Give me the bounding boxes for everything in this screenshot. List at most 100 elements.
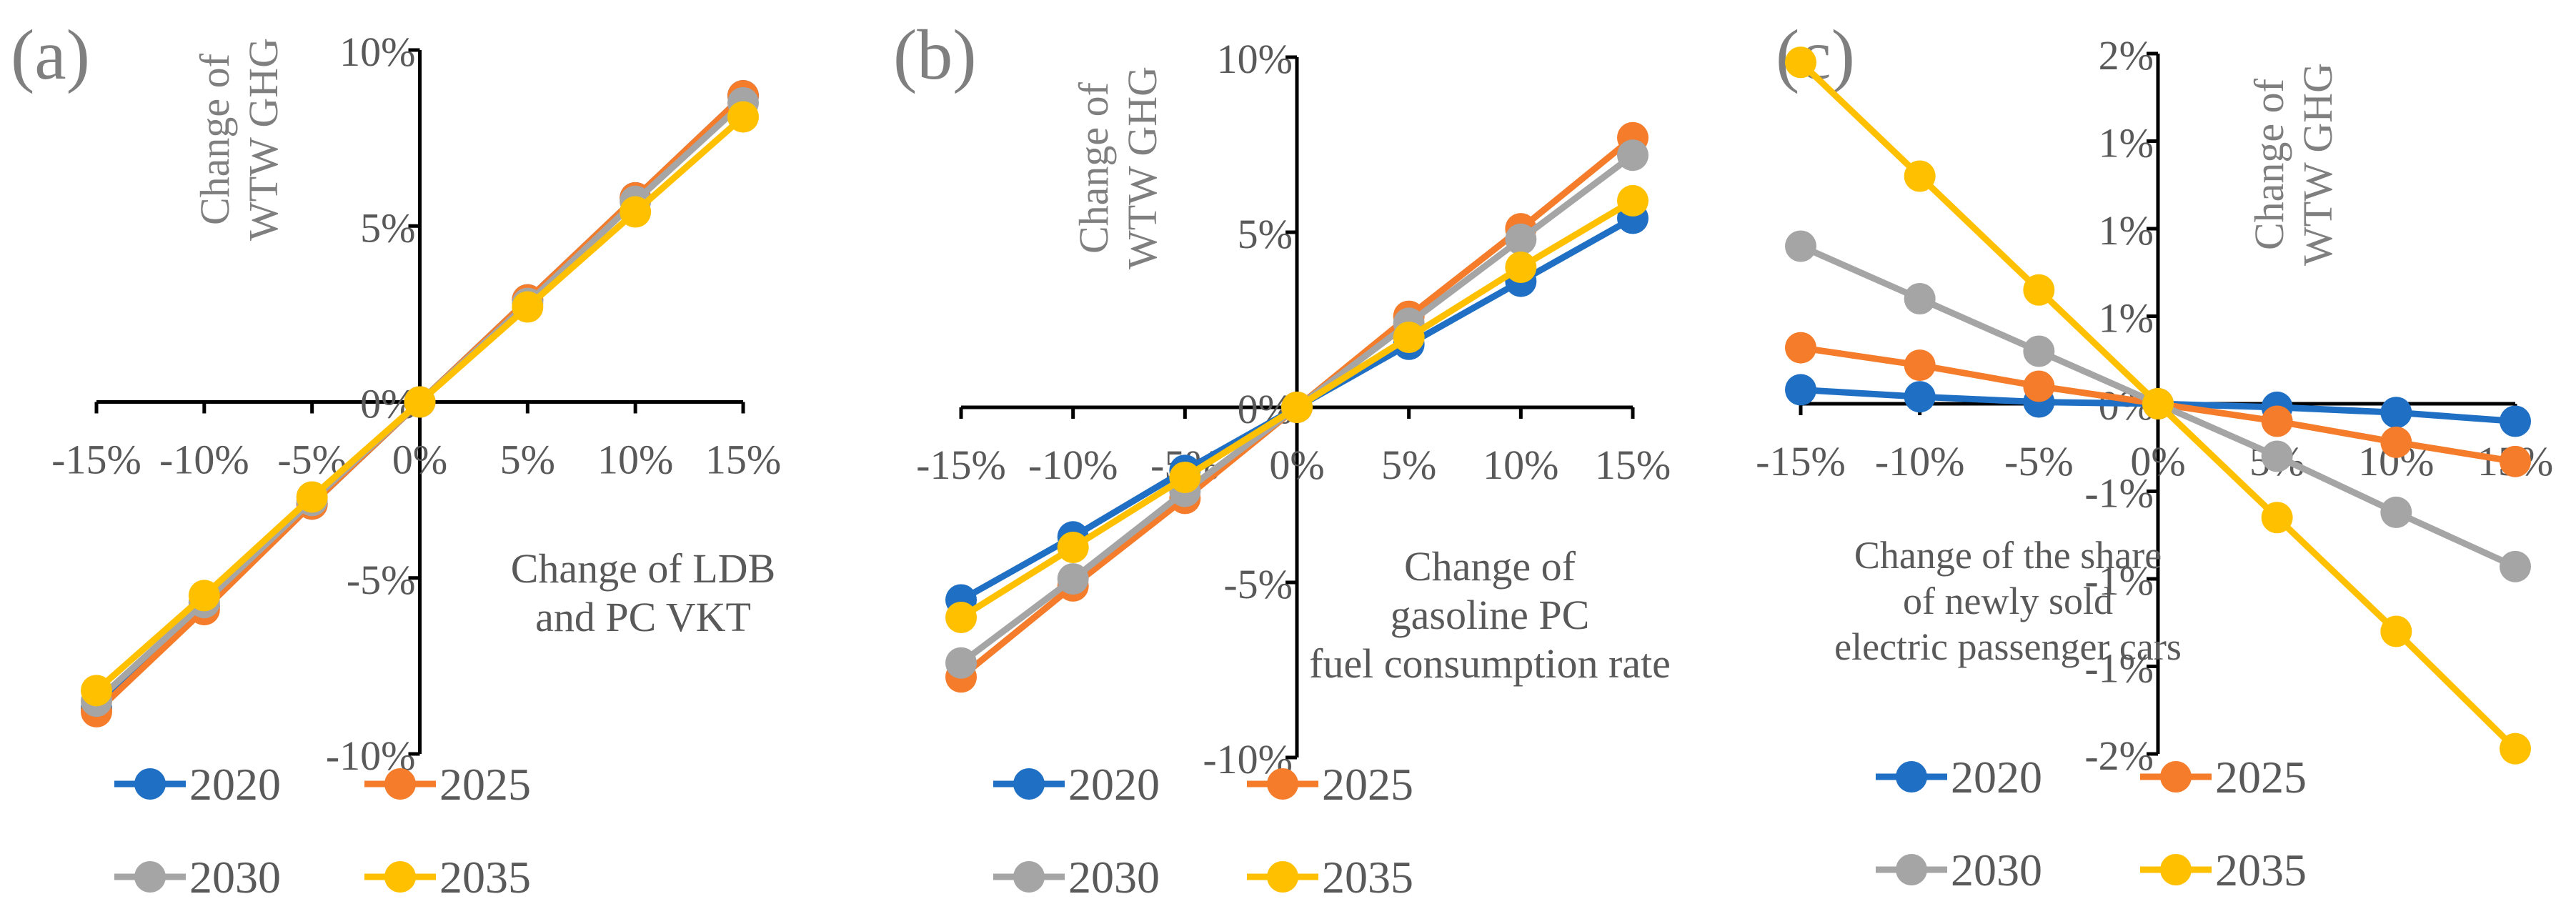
series-2035 <box>81 101 759 707</box>
y-tick-label: -2% <box>2084 732 2154 779</box>
data-point-2035 <box>1785 46 1816 79</box>
x-tick-label: -10% <box>1875 438 1965 485</box>
legend-swatch-marker <box>1896 761 1927 793</box>
x-tick-label: 10% <box>1483 442 1558 488</box>
data-point-2035 <box>1393 322 1425 353</box>
data-point-2025 <box>1904 349 1936 382</box>
data-point-2035 <box>2500 732 2531 765</box>
data-point-2030 <box>945 647 977 679</box>
data-point-2035 <box>1057 532 1089 563</box>
y-tick-label: 10% <box>339 29 415 75</box>
legend-label: 2035 <box>1322 852 1413 903</box>
legend-swatch-marker <box>1013 861 1045 893</box>
y-tick-label: -1% <box>2084 645 2154 692</box>
legend-label: 2030 <box>1951 845 2042 895</box>
legend-swatch-marker <box>1267 768 1298 800</box>
y-tick-label: 1% <box>2099 120 2154 167</box>
y-axis-title: Change ofWTW GHG <box>192 38 287 241</box>
data-point-2035 <box>2023 274 2055 306</box>
data-point-2030 <box>1904 283 1936 314</box>
data-point-2035 <box>81 675 112 707</box>
data-point-2035 <box>945 602 977 633</box>
data-point-2035 <box>296 481 328 513</box>
series-2035 <box>945 184 1648 633</box>
legend-label: 2030 <box>1068 852 1160 903</box>
legend-item-2025: 2025 <box>1247 759 1413 810</box>
x-tick-label: 5% <box>500 437 555 483</box>
x-tick-label: -15% <box>916 442 1006 488</box>
legend-item-2035: 2035 <box>2140 845 2307 895</box>
data-point-2030 <box>1057 563 1089 595</box>
legend-item-2020: 2020 <box>114 759 281 810</box>
data-point-2030 <box>2261 440 2293 472</box>
data-point-2020 <box>1904 381 1936 413</box>
y-tick-label: 5% <box>1238 211 1293 257</box>
x-axis-title: Change of the share of newly sold electric… <box>1834 534 2182 668</box>
data-point-2035 <box>2380 615 2412 647</box>
x-tick-label: -5% <box>2004 438 2074 485</box>
data-point-2035 <box>404 386 436 418</box>
panel-label: (b) <box>893 15 977 94</box>
panel-label: (a) <box>11 15 90 94</box>
data-point-2020 <box>2500 405 2531 437</box>
x-tick-label: 0% <box>1269 442 1324 488</box>
legend-swatch-marker <box>2160 761 2192 793</box>
y-axis-title: Change ofWTW GHG <box>2246 63 2341 266</box>
chart-panel-b: (b)-15%-10%-5%0%5%10%15%-10%-5%0%5%10%Ch… <box>893 15 1671 903</box>
data-point-2030 <box>2500 550 2531 582</box>
data-point-2035 <box>620 196 652 228</box>
x-tick-label: 10% <box>597 437 673 483</box>
y-tick-label: -1% <box>2084 470 2154 517</box>
legend: 2020 2025 2030 2035 <box>1876 752 2307 895</box>
legend-swatch-marker <box>1896 854 1927 885</box>
x-tick-label: 15% <box>705 437 781 483</box>
data-point-2030 <box>1785 230 1816 262</box>
legend-swatch-marker <box>134 861 166 893</box>
data-point-2025 <box>2380 426 2412 458</box>
data-point-2035 <box>1169 462 1201 493</box>
y-tick-label: -5% <box>347 557 416 603</box>
legend-label: 2035 <box>439 852 531 903</box>
chart-panel-a: (a)-15% -10% -5% 0% 5% 10% 15%-10%-5%0%5%10%Ch… <box>11 15 781 903</box>
legend-label: 2025 <box>439 759 531 810</box>
data-point-2025 <box>2023 370 2055 402</box>
data-point-2030 <box>1505 223 1537 255</box>
x-tick-label: -10% <box>1028 442 1118 488</box>
data-point-2030 <box>2023 335 2055 367</box>
legend-label: 2025 <box>2215 752 2307 803</box>
legend-swatch-marker <box>1013 768 1045 800</box>
legend-item-2030: 2030 <box>1876 845 2042 895</box>
x-axis-title: Change of LDB and PC VKT <box>511 545 776 640</box>
x-tick-label: -15% <box>51 437 141 483</box>
x-tick-label: 15% <box>1595 442 1671 488</box>
x-tick-label: 0% <box>2130 438 2185 485</box>
legend-swatch-marker <box>2160 854 2192 885</box>
y-axis-title: Change ofWTW GHG <box>1070 66 1165 269</box>
legend-swatch-marker <box>384 768 416 800</box>
data-point-2035 <box>2142 388 2174 419</box>
x-tick-label: 5% <box>1381 442 1436 488</box>
legend-item-2035: 2035 <box>1247 852 1413 903</box>
legend-item-2030: 2030 <box>993 852 1160 903</box>
y-tick-label: -5% <box>1223 561 1293 607</box>
data-point-2035 <box>512 291 544 323</box>
data-point-2025 <box>1785 332 1816 364</box>
x-tick-label: -15% <box>1756 438 1846 485</box>
legend-item-2020: 2020 <box>1876 752 2042 803</box>
y-tick-label: -1% <box>2084 557 2154 604</box>
legend-label: 2020 <box>1068 759 1160 810</box>
data-point-2030 <box>2380 496 2412 528</box>
legend: 2020 2025 2030 2035 <box>114 759 531 903</box>
legend: 2020 2025 2030 2035 <box>993 759 1413 903</box>
legend-label: 2030 <box>189 852 281 903</box>
y-tick-label: 1% <box>2099 295 2154 342</box>
x-axis-title: Change of gasoline PC fuel consumption rat… <box>1309 543 1671 687</box>
legend-item-2035: 2035 <box>364 852 531 903</box>
data-point-2030 <box>1617 139 1648 172</box>
x-tick-label: -10% <box>159 437 249 483</box>
data-point-2035 <box>1505 252 1537 283</box>
data-point-2035 <box>727 101 759 133</box>
legend-swatch-marker <box>134 768 166 800</box>
data-point-2025 <box>2261 405 2293 437</box>
